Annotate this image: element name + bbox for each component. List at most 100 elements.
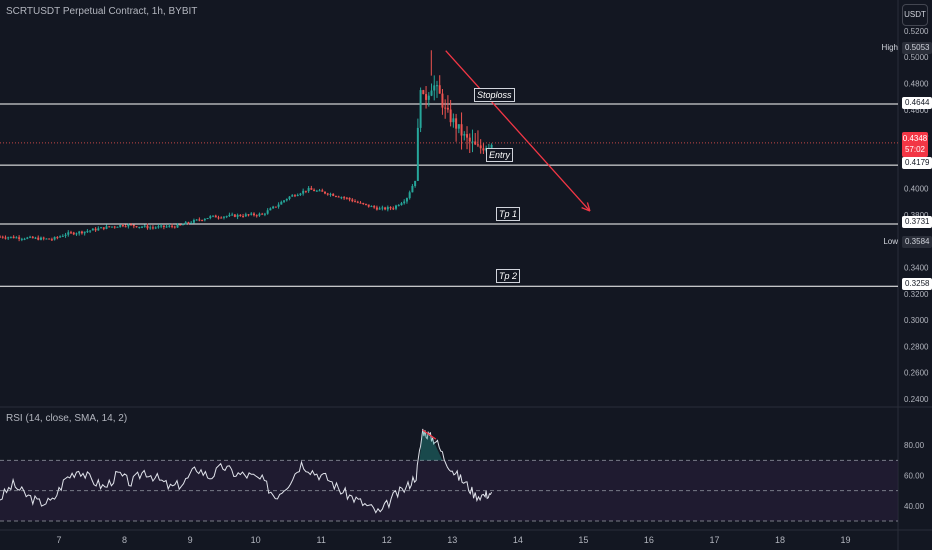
time-tick-label: 17 [709, 535, 719, 545]
tp2-annotation[interactable]: Tp 2 [496, 269, 521, 283]
tp1-annotation[interactable]: Tp 1 [496, 207, 521, 221]
chart-title: SCRTUSDT Perpetual Contract, 1h, BYBIT [6, 6, 198, 17]
candle-body [397, 205, 400, 207]
candle-body [70, 232, 73, 234]
candle-body [332, 193, 335, 196]
candle-body [414, 180, 417, 186]
candle-body [151, 227, 154, 229]
candle-body [250, 213, 253, 215]
candle-body [362, 202, 365, 204]
candle-body [100, 227, 103, 229]
candle-body [181, 224, 184, 226]
candle-body [455, 118, 458, 129]
candle-body [91, 228, 94, 231]
candle-body [135, 226, 138, 228]
candle-body [165, 226, 168, 228]
candle-body [9, 236, 12, 238]
candle-body [83, 231, 86, 234]
candle-body [466, 134, 469, 138]
entry-annotation[interactable]: Entry [486, 148, 514, 162]
candle-body [154, 227, 157, 229]
candle-body [160, 225, 163, 227]
candle-body [302, 190, 305, 194]
candle-body [80, 231, 83, 234]
candle-body [18, 237, 21, 239]
candle-body [72, 232, 75, 235]
candle-body [102, 227, 105, 229]
time-tick-label: 13 [447, 535, 457, 545]
candle-body [460, 124, 463, 136]
candle-body [425, 94, 428, 100]
candle-body [258, 213, 261, 216]
price-tick-label: 0.4000 [904, 185, 929, 194]
candle-body [474, 141, 477, 145]
time-tick-label: 18 [775, 535, 785, 545]
candle-body [326, 193, 329, 195]
candle-body [348, 197, 351, 200]
candle-body [110, 226, 113, 228]
price-tick-label: 0.4600 [904, 106, 929, 115]
candle-body [403, 201, 406, 204]
candle-body [427, 95, 430, 100]
candle-body [334, 195, 337, 197]
candle-body [244, 214, 247, 217]
stoploss-annotation[interactable]: Stoploss [474, 88, 515, 102]
last-price: 0.4348 [902, 134, 928, 143]
candle-body [269, 208, 272, 211]
candle-body [50, 239, 53, 241]
candle-body [67, 232, 70, 235]
price-tick-label: 0.4800 [904, 80, 929, 89]
time-tick-label: 19 [841, 535, 851, 545]
candle-body [4, 237, 7, 239]
low-label: Low [883, 237, 898, 246]
candle-body [438, 85, 441, 94]
candle-body [31, 236, 34, 239]
candle-body [171, 225, 174, 227]
candle-body [392, 208, 395, 210]
candle-body [26, 237, 29, 239]
candle-body [187, 222, 190, 224]
candle-body [345, 197, 348, 199]
candle-body [184, 222, 187, 225]
candle-body [198, 219, 201, 221]
candle-body [15, 237, 18, 239]
arrow-head [586, 202, 591, 212]
candle-body [272, 206, 275, 209]
arrow-shaft [445, 50, 591, 212]
candle-body [53, 237, 56, 240]
candle-body [337, 196, 340, 198]
candle-body [446, 107, 449, 110]
candle-body [195, 219, 198, 221]
candle-body [86, 231, 89, 233]
candle-body [444, 107, 447, 109]
trend-arrow [445, 50, 591, 212]
candle-body [277, 204, 280, 207]
candle-body [340, 197, 343, 199]
candle-body [94, 228, 97, 231]
candle-body [411, 185, 414, 193]
candle-body [283, 200, 286, 202]
candle-body [310, 188, 313, 190]
candle-body [214, 215, 217, 218]
candle-body [490, 144, 493, 148]
candle-body [482, 148, 485, 151]
rsi-divergence-line [422, 429, 437, 440]
rsi-pane: 80.00 60.00 40.00 [0, 428, 925, 522]
candle-body [7, 237, 10, 239]
currency-button[interactable]: USDT [902, 4, 928, 26]
candle-body [252, 213, 255, 216]
time-tick-label: 14 [513, 535, 523, 545]
price-tick-label: 0.2400 [904, 395, 929, 404]
time-tick-label: 7 [56, 535, 61, 545]
candle-body [119, 225, 122, 227]
candle-body [375, 207, 378, 210]
candle-body [141, 226, 144, 228]
candle-body [378, 208, 381, 210]
candle-body [389, 207, 392, 209]
candle-body [138, 226, 141, 228]
candle-body [381, 207, 384, 209]
time-tick-label: 12 [382, 535, 392, 545]
candle-body [299, 193, 302, 195]
